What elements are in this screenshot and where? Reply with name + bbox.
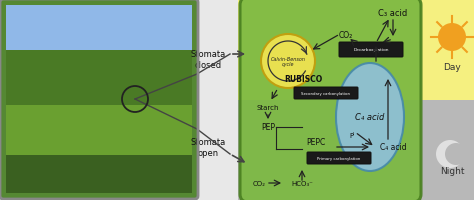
Text: CO₂: CO₂ [253, 180, 265, 186]
Text: C₄ acid: C₄ acid [380, 143, 406, 152]
Text: Decarboxylation: Decarboxylation [353, 48, 389, 52]
Text: Secondary carbonylation: Secondary carbonylation [301, 92, 350, 96]
FancyBboxPatch shape [339, 43, 403, 58]
Text: Night: Night [440, 167, 464, 176]
Bar [238, 0, 474, 100]
Text: Starch: Starch [257, 104, 279, 110]
Text: Pᴵ: Pᴵ [349, 132, 355, 138]
FancyBboxPatch shape [307, 152, 371, 164]
Bar [6, 6, 192, 51]
Circle shape [445, 143, 467, 165]
Bar [6, 51, 192, 105]
Text: PEPC: PEPC [306, 138, 326, 147]
Text: C₃ acid: C₃ acid [378, 8, 408, 17]
FancyBboxPatch shape [240, 0, 421, 200]
Bar [6, 155, 192, 193]
Text: CO₂: CO₂ [339, 30, 353, 39]
Text: Primary carbonylation: Primary carbonylation [317, 156, 361, 160]
FancyBboxPatch shape [294, 88, 358, 100]
Ellipse shape [336, 64, 404, 171]
Circle shape [436, 140, 464, 168]
Text: RUBISCO: RUBISCO [284, 75, 322, 84]
FancyBboxPatch shape [0, 0, 198, 199]
Text: Stomata
open: Stomata open [191, 138, 226, 157]
Text: Day: Day [443, 63, 461, 72]
Text: HCO₃⁻: HCO₃⁻ [291, 180, 313, 186]
Text: PEP: PEP [261, 123, 275, 132]
Bar [6, 105, 192, 155]
Circle shape [438, 24, 466, 52]
Circle shape [261, 35, 315, 89]
Bar [238, 100, 474, 200]
Text: Calvin-Benson
cycle: Calvin-Benson cycle [271, 56, 306, 67]
Text: C₄ acid: C₄ acid [356, 113, 385, 122]
Text: Stomata
closed: Stomata closed [191, 50, 226, 69]
